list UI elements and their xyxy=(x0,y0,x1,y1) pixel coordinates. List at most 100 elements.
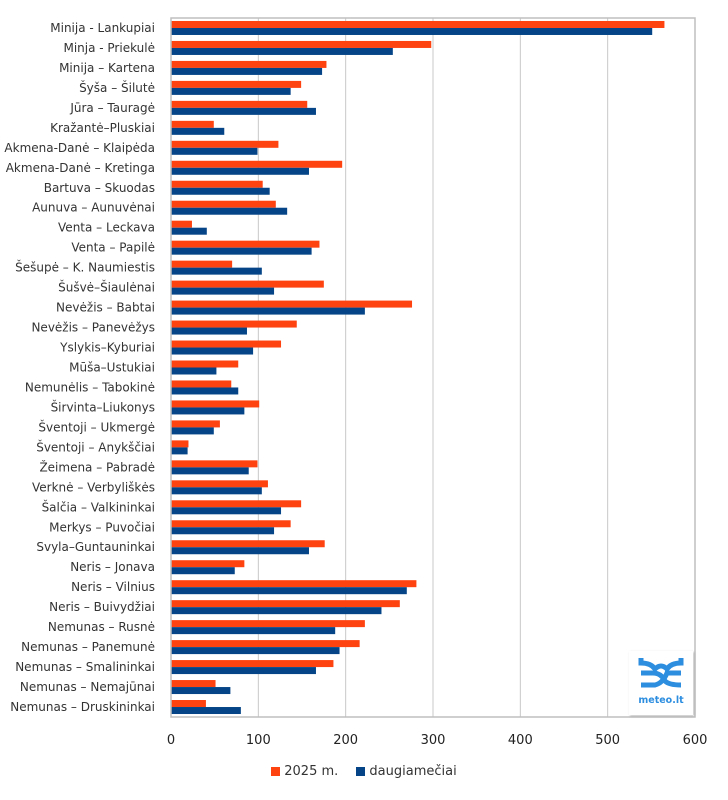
x-tick-label: 0 xyxy=(167,733,175,748)
category-label: Šventoji – Anykščiai xyxy=(36,439,155,454)
legend-swatch-2025 xyxy=(271,767,281,776)
bar-2025 xyxy=(171,260,233,268)
bar-longterm xyxy=(171,47,393,55)
bar-2025 xyxy=(171,120,214,128)
bar-longterm xyxy=(171,27,653,35)
logo-text: meteo.lt xyxy=(638,695,684,706)
bar-longterm xyxy=(171,147,258,155)
bar-2025 xyxy=(171,240,320,248)
x-tick-label: 400 xyxy=(508,733,533,748)
bar-2025 xyxy=(171,460,258,468)
bar-2025 xyxy=(171,520,291,528)
x-tick-label: 500 xyxy=(595,733,620,748)
bar-longterm xyxy=(171,667,316,675)
category-label: Bartuva – Skuodas xyxy=(44,181,155,195)
legend-label-2025: 2025 m. xyxy=(284,764,339,779)
category-label: Šešupė – K. Naumiestis xyxy=(15,260,155,275)
category-label: Minija – Kartena xyxy=(59,61,155,75)
bar-2025 xyxy=(171,660,334,668)
category-label: Širvinta–Liukonys xyxy=(51,399,155,414)
category-label: Merkys – Puvočiai xyxy=(49,520,155,534)
bar-longterm xyxy=(171,647,340,655)
category-label: Nemunėlis – Tabokinė xyxy=(25,380,155,394)
category-label: Neris – Vilnius xyxy=(71,580,155,594)
bar-2025 xyxy=(171,400,260,408)
bar-2025 xyxy=(171,340,282,348)
bar-2025 xyxy=(171,620,365,628)
legend-item-longterm: daugiamečiai xyxy=(356,764,457,779)
bar-2025 xyxy=(171,540,325,548)
meteo-logo: meteo.lt xyxy=(629,651,693,715)
bar-2025 xyxy=(171,480,268,488)
bar-2025 xyxy=(171,320,297,328)
bar-longterm xyxy=(171,687,231,695)
category-label: Nevėžis – Panevėžys xyxy=(31,321,155,335)
category-label: Kražantė–Pluskiai xyxy=(50,121,155,135)
bar-2025 xyxy=(171,280,324,288)
category-label: Akmena-Danė – Klaipėda xyxy=(4,141,155,155)
bar-2025 xyxy=(171,680,216,688)
category-label: Verknė – Verbyliškės xyxy=(32,480,155,494)
bar-longterm xyxy=(171,707,241,715)
bar-2025 xyxy=(171,420,220,428)
bar-longterm xyxy=(171,87,291,95)
x-tick-label: 200 xyxy=(333,733,358,748)
bar-2025 xyxy=(171,380,232,388)
bar-longterm xyxy=(171,267,262,275)
legend-item-2025: 2025 m. xyxy=(271,764,338,779)
meteo-wave-icon xyxy=(638,658,684,688)
bar-2025 xyxy=(171,160,343,168)
bar-longterm xyxy=(171,567,235,575)
bar-longterm xyxy=(171,627,336,635)
legend: 2025 m. daugiamečiai xyxy=(0,764,728,780)
bar-longterm xyxy=(171,287,275,295)
category-label: Nemunas – Rusnė xyxy=(48,620,155,634)
category-label: Yslykis–Kyburiai xyxy=(59,341,155,355)
bars xyxy=(171,20,665,715)
bar-longterm xyxy=(171,227,207,235)
category-label: Minija - Lankupiai xyxy=(50,21,155,35)
bar-2025 xyxy=(171,640,360,648)
legend-label-longterm: daugiamečiai xyxy=(369,764,457,779)
bar-longterm xyxy=(171,127,225,135)
bar-2025 xyxy=(171,360,239,368)
bar-longterm xyxy=(171,407,245,415)
bar-2025 xyxy=(171,300,413,308)
bar-2025 xyxy=(171,100,308,108)
x-tick-label: 100 xyxy=(246,733,271,748)
category-label: Nemunas – Panemunė xyxy=(21,640,155,654)
bar-longterm xyxy=(171,327,247,335)
bar-2025 xyxy=(171,40,432,48)
bar-2025 xyxy=(171,440,189,448)
bar-2025 xyxy=(171,180,263,188)
bar-2025 xyxy=(171,80,302,88)
bar-2025 xyxy=(171,20,665,28)
category-labels: Minija - Lankupiai Minja - Priekulė Minija… xyxy=(4,21,155,714)
bar-longterm xyxy=(171,487,262,495)
category-label: Akmena-Danė – Kretinga xyxy=(6,161,155,175)
bar-2025 xyxy=(171,560,245,568)
bar-longterm xyxy=(171,507,282,515)
category-label: Šalčia – Valkininkai xyxy=(42,499,155,514)
bar-longterm xyxy=(171,447,188,455)
bar-longterm xyxy=(171,467,249,475)
category-label: Svyla–Guntauninkai xyxy=(36,540,155,554)
bar-longterm xyxy=(171,347,254,355)
category-label: Šyša – Šilutė xyxy=(79,80,155,95)
bar-longterm xyxy=(171,307,365,315)
bar-longterm xyxy=(171,367,217,375)
category-label: Nemunas – Smalininkai xyxy=(15,660,155,674)
bar-longterm xyxy=(171,247,312,255)
bar-2025 xyxy=(171,60,327,68)
legend-swatch-longterm xyxy=(356,767,366,776)
bar-longterm xyxy=(171,607,382,615)
bar-longterm xyxy=(171,187,270,195)
category-label: Mūša–Ustukiai xyxy=(69,361,155,375)
category-label: Jūra – Tauragė xyxy=(69,101,155,115)
bar-longterm xyxy=(171,107,316,115)
bar-2025 xyxy=(171,200,276,208)
bar-2025 xyxy=(171,580,417,588)
bar-2025 xyxy=(171,140,279,148)
bar-longterm xyxy=(171,427,214,435)
